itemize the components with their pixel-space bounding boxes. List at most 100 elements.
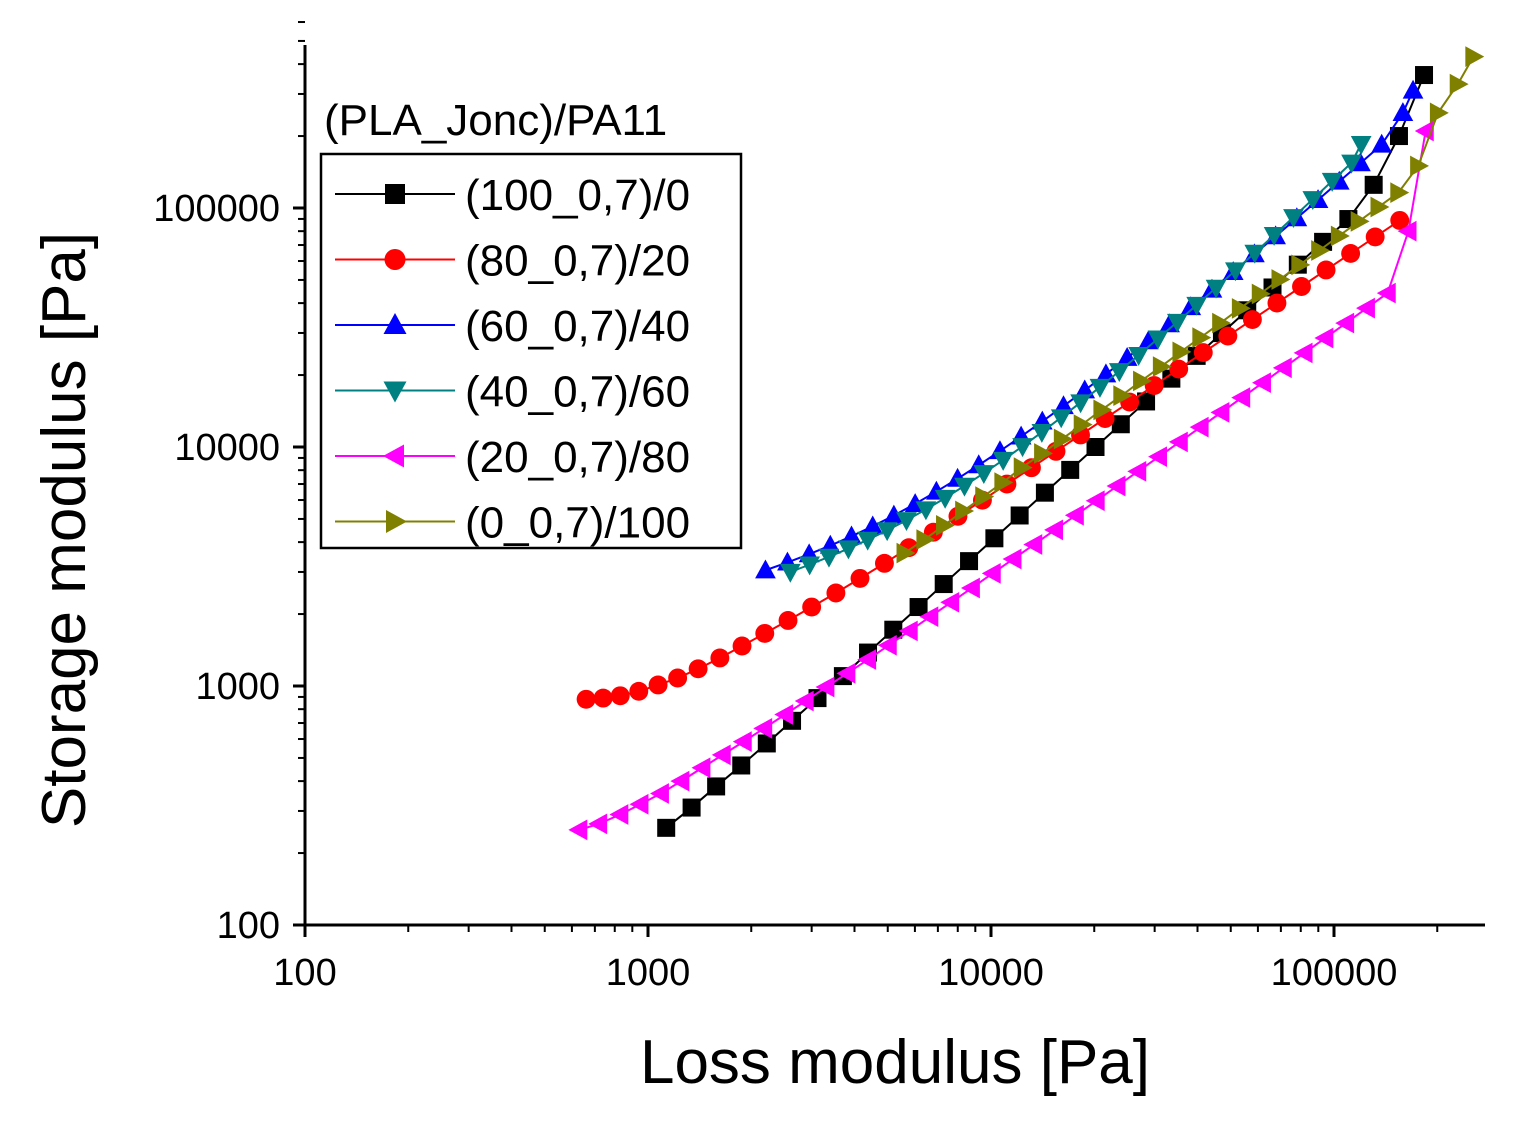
data-point (1073, 414, 1093, 436)
x-tick-label: 1000 (606, 952, 691, 994)
data-point (1390, 210, 1410, 230)
data-point (1012, 438, 1033, 458)
data-point (1111, 415, 1130, 434)
series-6 (896, 46, 1485, 564)
data-point (691, 757, 711, 779)
data-point (1293, 342, 1313, 364)
data-point (1231, 298, 1251, 319)
data-point (588, 813, 608, 835)
data-point (919, 606, 939, 628)
data-point (1148, 446, 1168, 468)
data-point (934, 575, 953, 594)
data-point (1205, 279, 1227, 299)
data-point (1166, 313, 1188, 333)
data-point (981, 563, 1001, 584)
data-point (836, 662, 856, 684)
x-tick-label: 100000 (1271, 952, 1398, 994)
data-point (1267, 293, 1287, 313)
data-point (802, 597, 822, 617)
data-point (1335, 312, 1355, 334)
data-point (650, 783, 669, 804)
data-point (1074, 379, 1096, 399)
data-point (954, 477, 975, 497)
data-point (877, 634, 897, 656)
axes-layer: 100 1000 10000 100000 100 1000 10000 100000 (153, 21, 1485, 994)
data-point (1370, 196, 1390, 218)
data-point (755, 559, 776, 579)
data-point (1429, 102, 1449, 124)
legend-label: (0_0,7)/100 (465, 499, 690, 548)
data-point (629, 793, 649, 815)
data-point (610, 686, 630, 706)
y-tick-label: 100 (217, 905, 280, 947)
data-point (1321, 172, 1343, 192)
data-point (1212, 312, 1232, 334)
data-point (1186, 296, 1208, 316)
data-point (1113, 385, 1133, 407)
data-point (1053, 428, 1073, 450)
legend: (PLA_Jonc)/PA11 (100_0,7)/0 (80_0,7)/20 (6… (319, 96, 743, 550)
data-point (1044, 519, 1064, 541)
data-point (1002, 548, 1022, 570)
data-point (732, 756, 751, 775)
data-point (1023, 534, 1043, 555)
legend-label: (80_0,7)/20 (465, 237, 690, 286)
data-point (936, 515, 955, 536)
legend-marker (383, 313, 407, 334)
data-point (857, 649, 877, 670)
data-point (1390, 182, 1410, 203)
data-point (688, 659, 708, 679)
data-point (940, 591, 960, 613)
data-point (826, 583, 846, 603)
data-point (711, 744, 731, 766)
data-point (1089, 378, 1111, 398)
data-point (915, 501, 937, 521)
data-point (1035, 483, 1054, 502)
data-point (1168, 431, 1188, 453)
data-point (857, 531, 879, 551)
legend-title: (PLA_Jonc)/PA11 (324, 96, 667, 145)
data-point (850, 568, 870, 588)
data-point (609, 804, 629, 825)
x-tick-label: 10000 (938, 952, 1044, 994)
legend-label: (20_0,7)/80 (465, 433, 690, 482)
data-point (1034, 443, 1053, 464)
data-point (1389, 127, 1408, 146)
data-point (1138, 330, 1159, 350)
legend-marker (383, 381, 407, 403)
data-point (670, 770, 690, 792)
data-point (668, 668, 688, 688)
data-point (593, 688, 613, 708)
legend-label: (100_0,7)/0 (465, 171, 690, 220)
data-point (916, 529, 936, 550)
data-point (1108, 363, 1130, 383)
data-point (1397, 220, 1417, 242)
data-point (1050, 409, 1072, 429)
data-point (1169, 359, 1189, 379)
data-point (1070, 394, 1091, 414)
data-point (884, 620, 903, 639)
data-point (1330, 225, 1350, 247)
data-point (985, 529, 1004, 548)
data-point (1137, 392, 1156, 411)
data-point (1252, 372, 1271, 394)
data-point (774, 704, 794, 725)
data-point (898, 620, 918, 642)
data-point (1093, 399, 1113, 421)
data-point (841, 525, 862, 545)
data-point (1218, 326, 1238, 346)
data-point (1128, 346, 1149, 366)
data-point (1350, 136, 1372, 155)
legend-box (319, 152, 743, 550)
data-point (862, 515, 884, 535)
data-point (1402, 79, 1424, 99)
data-point (1283, 209, 1304, 229)
legend-marker (386, 510, 407, 533)
data-point (1010, 506, 1029, 525)
data-point (1410, 155, 1430, 177)
data-point (1465, 46, 1485, 67)
y-tick-label: 1000 (195, 666, 280, 708)
data-point (975, 486, 995, 507)
